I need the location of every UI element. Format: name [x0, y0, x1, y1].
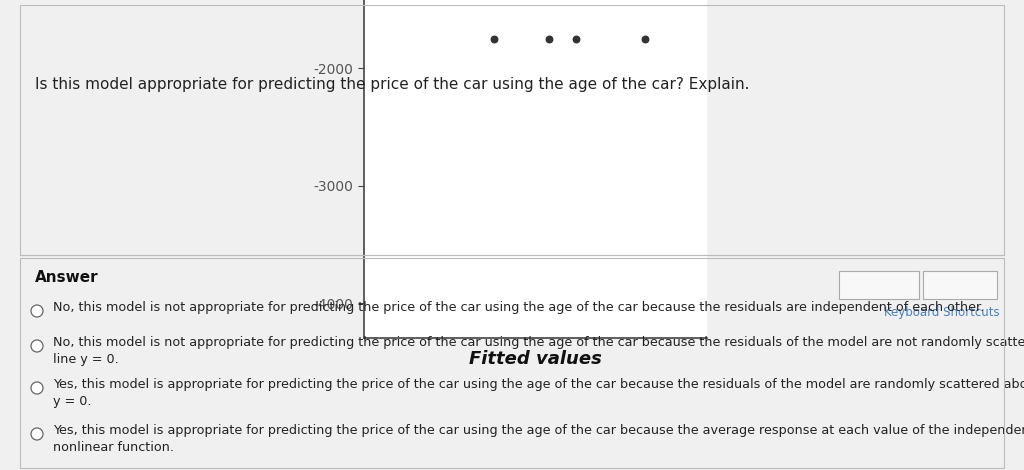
Circle shape: [31, 305, 43, 317]
Text: Yes, this model is appropriate for predicting the price of the car using the age: Yes, this model is appropriate for predi…: [53, 424, 1024, 454]
Text: ⊞  Tables: ⊞ Tables: [850, 279, 907, 291]
Point: [568, 35, 585, 42]
Point: [485, 35, 502, 42]
Text: Yes, this model is appropriate for predicting the price of the car using the age: Yes, this model is appropriate for predi…: [53, 378, 1024, 408]
Circle shape: [31, 340, 43, 352]
X-axis label: Fitted values: Fitted values: [469, 350, 601, 368]
Point: [637, 35, 653, 42]
Text: ⊞  Keypad: ⊞ Keypad: [928, 279, 992, 291]
Text: No, this model is not appropriate for predicting the price of the car using the : No, this model is not appropriate for pr…: [53, 301, 984, 314]
Circle shape: [31, 428, 43, 440]
Text: Keyboard Shortcuts: Keyboard Shortcuts: [885, 306, 1000, 319]
FancyBboxPatch shape: [839, 271, 919, 299]
Point: [541, 35, 557, 42]
Text: Answer: Answer: [35, 270, 98, 285]
FancyBboxPatch shape: [923, 271, 997, 299]
Circle shape: [31, 382, 43, 394]
Text: No, this model is not appropriate for predicting the price of the car using the : No, this model is not appropriate for pr…: [53, 336, 1024, 366]
Text: Is this model appropriate for predicting the price of the car using the age of t: Is this model appropriate for predicting…: [35, 78, 750, 93]
